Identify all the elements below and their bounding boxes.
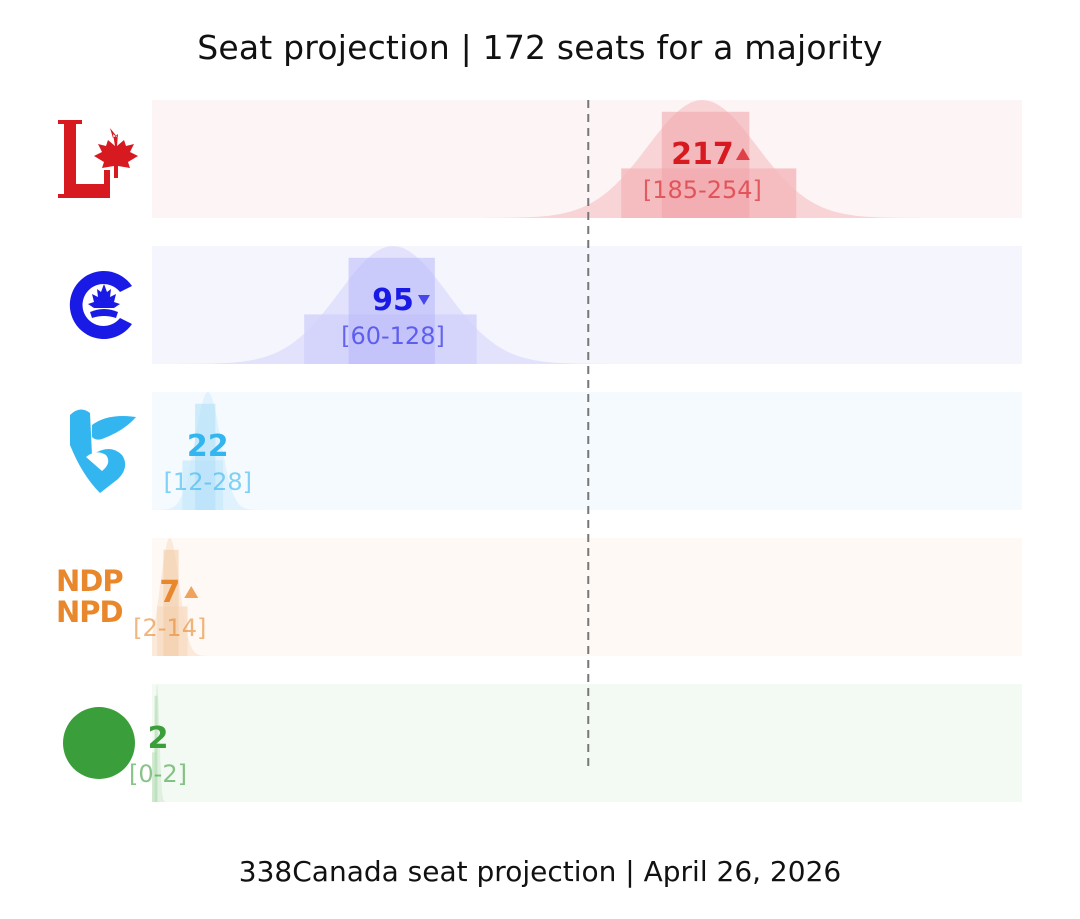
row-background-liberal xyxy=(152,100,1022,218)
projection-value-ndp: 7 xyxy=(159,575,180,610)
row-background-bloc-qu-b-cois xyxy=(152,392,1022,510)
projection-value-liberal: 217 xyxy=(671,137,734,172)
range-label-green: [0-2] xyxy=(129,760,187,788)
row-background-green xyxy=(152,684,1022,802)
projection-value-bloc-qu-b-cois: 22 xyxy=(187,429,229,464)
conservative-logo-icon xyxy=(69,271,132,339)
central-band-liberal xyxy=(661,111,750,218)
trend-up-icon-liberal xyxy=(735,148,750,160)
chart-title: Seat projection | 172 seats for a majori… xyxy=(197,28,883,67)
range-label-conservative: [60-128] xyxy=(341,322,445,350)
row-background-ndp xyxy=(152,538,1022,656)
central-band-bloc-qu-b-cois xyxy=(195,403,216,510)
projection-value-green: 2 xyxy=(148,721,169,756)
range-label-ndp: [2-14] xyxy=(133,614,206,642)
central-band-conservative xyxy=(348,257,435,364)
trend-up-icon-ndp xyxy=(184,586,199,598)
green-logo-icon xyxy=(63,707,135,779)
ndp-logo-text-fr: NPD xyxy=(56,595,124,629)
row-background-conservative xyxy=(152,246,1022,364)
trend-down-icon-conservative xyxy=(417,295,430,305)
central-band-ndp xyxy=(163,549,179,656)
bloc-quebecois-logo-icon xyxy=(70,409,136,493)
liberal-logo-icon xyxy=(58,120,138,198)
chart-footer: 338Canada seat projection | April 26, 20… xyxy=(238,855,842,888)
range-label-liberal: [185-254] xyxy=(643,176,762,204)
range-label-bloc-qu-b-cois: [12-28] xyxy=(164,468,252,496)
ndp-logo-icon: NDP NPD xyxy=(56,566,142,628)
ndp-logo-text-en: NDP xyxy=(56,564,124,598)
central-band-green xyxy=(154,695,158,802)
projection-value-conservative: 95 xyxy=(372,283,414,318)
